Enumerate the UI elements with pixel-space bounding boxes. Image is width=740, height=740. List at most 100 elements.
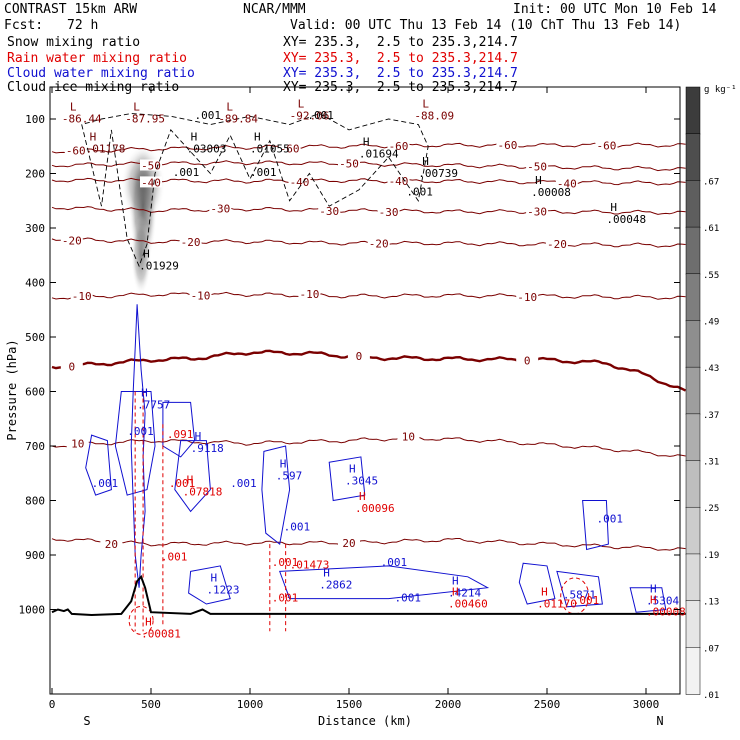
max-marker: H	[210, 572, 217, 585]
colorbar-segment	[685, 647, 701, 695]
colorbar-segment	[685, 133, 701, 182]
cloud-water-contour	[556, 570, 603, 608]
max-value: .01178	[86, 142, 126, 155]
y-tick-label: 900	[25, 549, 45, 562]
colorbar-label: .61	[703, 224, 719, 234]
contour-label: .001	[195, 109, 222, 122]
min-marker: L	[70, 100, 77, 113]
max-marker: H	[254, 130, 261, 143]
isotherm-label-bg	[595, 139, 618, 151]
isotherm-line	[51, 538, 686, 551]
terrain-line	[51, 574, 686, 617]
isotherm-label: -50	[339, 158, 359, 171]
max-value: .01170	[537, 597, 577, 610]
isotherm-label: -50	[527, 161, 547, 174]
rain-water-contour	[128, 605, 154, 635]
max-marker: H	[141, 386, 148, 399]
max-value: .5304	[646, 595, 679, 608]
isotherm-label-bg	[338, 157, 360, 169]
forecast-hours: 72 h	[67, 18, 99, 33]
isotherm-label-bg	[60, 360, 83, 372]
field-xy-snow: XY= 235.3, 2.5 to 235.3,214.7	[283, 35, 518, 50]
cloud-water-contour	[518, 562, 556, 605]
isotherm-label: -10	[72, 290, 92, 303]
cloud-water-contour	[85, 434, 112, 496]
max-marker: H	[650, 583, 657, 596]
min-value: -88.09	[414, 110, 454, 123]
x-tick-label: 2500	[534, 698, 561, 711]
isotherm-label: 10	[71, 438, 84, 451]
max-marker: H	[145, 615, 152, 628]
isotherm-label-bg	[278, 142, 301, 154]
max-value: .000081	[646, 606, 692, 619]
max-value: .03003	[187, 142, 227, 155]
isotherm-label-bg	[288, 176, 311, 188]
x-tick-label: 2000	[435, 698, 462, 711]
max-marker: H	[359, 490, 366, 503]
center-label: NCAR/MMM	[243, 2, 306, 17]
isotherm-label-bg	[100, 537, 123, 549]
contour-label: .001	[230, 477, 257, 490]
colorbar-label: .37	[703, 411, 719, 421]
isotherm-label: 20	[342, 537, 355, 550]
max-marker: H	[195, 430, 202, 443]
x-tick-label: 0	[49, 698, 56, 711]
max-marker: H	[280, 457, 287, 470]
y-tick-label: 100	[25, 113, 45, 126]
min-marker: L	[422, 98, 429, 111]
isotherm-label-bg	[387, 139, 410, 151]
min-marker: L	[298, 98, 305, 111]
y-tick-label: 400	[25, 277, 45, 290]
y-tick-label: 700	[25, 440, 45, 453]
cloud-water-contour	[188, 565, 231, 605]
colorbar-label: .31	[703, 458, 719, 468]
isotherm-label-bg	[140, 176, 162, 188]
field-xy-cloud-water: XY= 235.3, 2.5 to 235.3,214.7	[283, 66, 518, 81]
field-xy-rain: XY= 235.3, 2.5 to 235.3,214.7	[283, 51, 518, 66]
max-value: .00081	[141, 627, 181, 640]
field-name-cloud-water: Cloud water mixing ratio	[7, 66, 195, 81]
field-name-snow: Snow mixing ratio	[7, 35, 141, 50]
colorbar-segment	[685, 86, 701, 135]
colorbar-segment	[685, 600, 701, 649]
max-marker: H	[452, 585, 459, 598]
isotherm-label-bg	[140, 159, 162, 171]
x-axis-title: Distance (km)	[318, 714, 412, 728]
max-marker: H	[187, 474, 194, 487]
isotherm-label: -60	[497, 139, 517, 152]
isotherm-label: -40	[557, 177, 577, 190]
cloud-water-contour	[130, 304, 146, 588]
cloud-water-contour	[582, 500, 609, 551]
max-marker: H	[535, 174, 542, 187]
min-value: -86.44	[62, 112, 102, 125]
isotherm-label: -20	[547, 238, 567, 251]
x-tick-label: 500	[141, 698, 161, 711]
isotherm-label: -10	[299, 288, 319, 301]
isotherm-label: -50	[141, 160, 161, 173]
colorbar-segment	[685, 460, 701, 508]
isotherm-label-bg	[526, 160, 549, 172]
contour-label: .001	[161, 550, 188, 563]
valid-time: Valid: 00 UTC Thu 13 Feb 14 (10 ChT Thu …	[290, 18, 682, 33]
isotherm-label: -20	[62, 234, 82, 247]
colorbar-label: .25	[703, 504, 719, 514]
cloud-water-contour	[174, 440, 211, 513]
colorbar-label: .07	[703, 644, 719, 654]
min-marker: L	[133, 100, 140, 113]
isotherm-label-bg	[60, 234, 83, 246]
cloud-water-contour	[114, 391, 156, 496]
isotherm-line	[51, 142, 686, 154]
isotherm-line	[51, 435, 686, 457]
colorbar-unit: g kg⁻¹	[704, 85, 737, 95]
isotherm-label-bg	[496, 138, 519, 150]
isotherm-label-bg	[397, 430, 420, 442]
colorbar-label: .55	[703, 271, 719, 281]
isotherm-label-bg	[516, 354, 539, 366]
colorbar-segment	[685, 180, 701, 228]
isotherm-label-bg	[298, 288, 321, 300]
max-value: .01055	[250, 142, 290, 155]
contour-label: .001	[272, 591, 299, 604]
isotherm-label-bg	[347, 349, 370, 361]
y-tick-label: 800	[25, 495, 45, 508]
max-value: .2862	[319, 578, 352, 591]
